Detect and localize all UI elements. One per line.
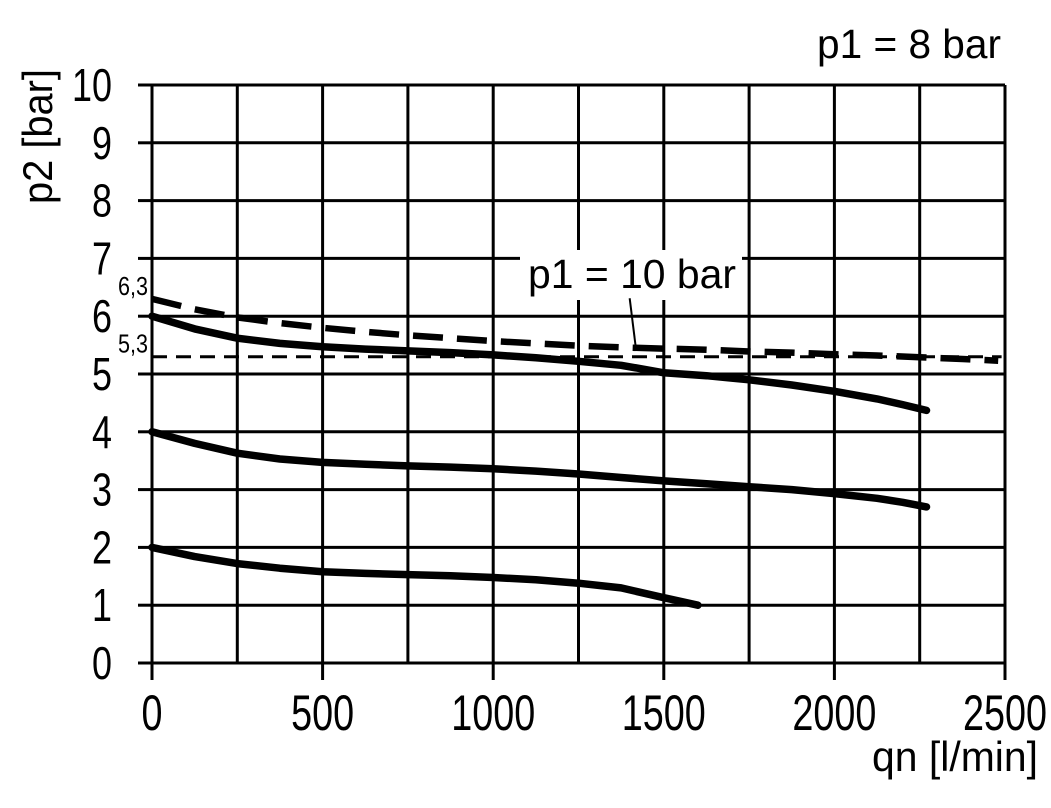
x-axis-label: qn [l/min] — [872, 733, 1038, 780]
data-curves — [148, 295, 1002, 609]
y-tick-label: 3 — [92, 464, 112, 516]
curve-4bar-setting — [148, 428, 931, 511]
y-axis-label: p2 [bar] — [14, 69, 61, 204]
annotation-group: p1 = 10 bar — [520, 250, 742, 346]
curve-p1-10bar-dashed — [151, 295, 999, 364]
y-tick-label: 1 — [92, 579, 112, 631]
x-tick-label: 500 — [291, 685, 354, 741]
y-tick-label: 9 — [92, 117, 112, 169]
y-tick-label: 4 — [92, 406, 112, 458]
annotation-background — [520, 250, 742, 300]
grid-lines — [150, 83, 1007, 665]
y-tick-label: 7 — [92, 232, 112, 284]
curve-p1-8bar-6bar-setting — [148, 312, 931, 415]
x-tick-label: 1000 — [451, 685, 535, 741]
y-tick-label: 6 — [92, 290, 112, 342]
annotation-p1-10bar-label: p1 = 10 bar — [528, 251, 736, 297]
y-tick-label: 2 — [92, 521, 112, 573]
y-tick-label: 10 — [72, 59, 112, 111]
curve-start-value-label: 5,3 — [118, 329, 148, 359]
x-tick-label: 2000 — [792, 685, 876, 741]
curve-2bar-setting — [148, 543, 702, 609]
chart-title-p1-8bar: p1 = 8 bar — [817, 21, 1001, 67]
curve-start-value-label: 6,3 — [118, 271, 148, 301]
x-tick-label: 2500 — [963, 685, 1047, 741]
axis-ticks — [138, 83, 1007, 680]
curve-value-labels: 6,3 5,3 — [118, 271, 148, 359]
x-tick-label: 0 — [142, 685, 163, 741]
y-tick-label: 0 — [92, 637, 112, 689]
annotation-leader-line — [628, 298, 637, 346]
x-tick-label: 1500 — [622, 685, 706, 741]
y-tick-label: 5 — [92, 348, 112, 400]
y-tick-label: 8 — [92, 175, 112, 227]
